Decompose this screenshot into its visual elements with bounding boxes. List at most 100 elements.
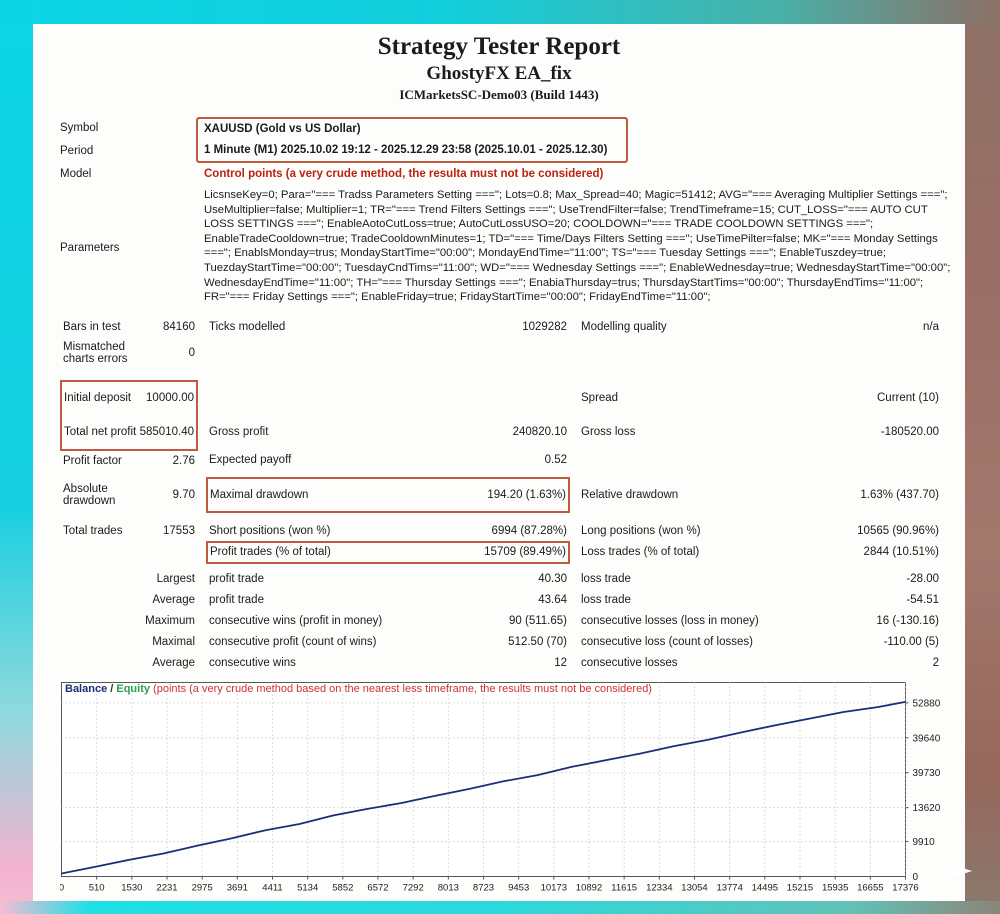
table-row: Initial deposit 10000.00 Spread Current … (60, 379, 941, 415)
bars-in-test-label: Bars in test (63, 321, 121, 334)
frame-bottom-gradient (0, 901, 1000, 914)
bars-in-test-value: 84160 (163, 321, 195, 334)
y-tick-label: 39730 (913, 768, 941, 779)
absolute-drawdown-label: Absolute drawdown (63, 482, 116, 507)
table-row: Total trades 17553 Short positions (won … (61, 521, 941, 542)
table-row: Total net profit 585010.40 Gross profit … (60, 414, 941, 451)
avg-consecutive-wins-value: 12 (554, 657, 567, 670)
period-label: Period (60, 145, 94, 157)
x-tick-label: 2975 (192, 882, 213, 893)
mismatched-errors-value: 0 (188, 346, 195, 359)
max-consecutive-profit-value: 512.50 (70) (508, 636, 567, 649)
gross-loss-label: Gross loss (581, 426, 636, 439)
largest-profit-trade-value: 40.30 (538, 573, 567, 586)
total-net-profit-value: 585010.40 (139, 425, 194, 438)
x-tick-label: 15935 (822, 882, 848, 893)
test-info-section: Symbol XAUUSD (Gold vs US Dollar) 1 Minu… (60, 117, 965, 305)
statistics-table: Bars in test 84160 Ticks modelled 102928… (60, 317, 941, 674)
gross-profit-value: 240820.10 (512, 426, 567, 439)
mismatched-errors-label: Mismatched charts errors (63, 340, 128, 365)
table-row: Absolute drawdown 9.70 Maximal drawdown … (61, 476, 941, 513)
table-row: Bars in test 84160 Ticks modelled 102928… (61, 317, 941, 338)
cursor-arrow (950, 864, 972, 878)
profit-factor-value: 2.76 (172, 454, 195, 467)
balance-chart: 0 9910 13620 39730 39640 52880 0 510 1530 2231 297… (59, 681, 941, 893)
server-build: ICMarketsSC-Demo03 (Build 1443) (399, 87, 599, 102)
gross-profit-label: Gross profit (209, 426, 269, 439)
total-net-profit-label: Total net profit (60, 414, 149, 451)
loss-trades-label: Loss trades (% of total) (581, 546, 700, 559)
x-tick-label: 1530 (121, 882, 142, 893)
x-tick-label: 15215 (787, 882, 813, 893)
x-tick-label: 14495 (752, 882, 778, 893)
ticks-modelled-label: Ticks modelled (209, 321, 286, 334)
max-consecutive-wins-value: 90 (511.65) (509, 615, 567, 628)
avg-consecutive-losses-label: consecutive losses (581, 657, 678, 670)
max-consecutive-wins-label: consecutive wins (profit in money) (209, 615, 383, 628)
x-tick-label: 8013 (438, 882, 459, 893)
table-row: Largest profit trade 40.30 loss trade -2… (61, 569, 941, 590)
x-tick-label: 16655 (857, 882, 883, 893)
period-value: 1 Minute (M1) 2025.10.02 19:12 - 2025.12… (204, 144, 608, 156)
loss-trades-value: 2844 (10.51%) (863, 546, 939, 559)
balance-line (61, 700, 906, 875)
relative-drawdown-label: Relative drawdown (581, 488, 679, 501)
initial-deposit-value: 10000.00 (146, 392, 194, 405)
symbol-label: Symbol (60, 122, 99, 134)
x-tick-label: 10892 (576, 882, 602, 893)
frame-right-gradient (965, 0, 1000, 914)
short-positions-label: Short positions (won %) (209, 524, 331, 537)
y-tick-label: 39640 (913, 733, 941, 744)
avg-consecutive-losses-value: 2 (932, 657, 939, 670)
model-label: Model (60, 168, 92, 180)
x-tick-label: 6572 (367, 882, 388, 893)
symbol-value: XAUUSD (Gold vs US Dollar) (204, 123, 361, 135)
y-tick-label: 13620 (913, 803, 941, 814)
modelling-quality-label: Modelling quality (581, 321, 667, 334)
max-consecutive-profit-label: consecutive profit (count of wins) (209, 636, 377, 649)
table-row: Profit factor 2.76 Expected payoff 0.52 (61, 450, 941, 471)
long-positions-label: Long positions (won %) (581, 525, 701, 538)
page-title: Strategy Tester Report (377, 33, 621, 60)
expected-payoff-value: 0.52 (544, 454, 567, 467)
max-consecutive-loss-value: -110.00 (5) (883, 636, 939, 649)
frame-top-gradient (0, 0, 1000, 24)
avg-consecutive-wins-label: consecutive wins (209, 657, 296, 670)
ea-name: GhostyFX EA_fix (426, 63, 572, 84)
y-tick-label: 9910 (913, 837, 936, 848)
table-row: Maximum consecutive wins (profit in mone… (61, 611, 941, 632)
x-tick-label: 17376 (892, 882, 918, 893)
profit-trades-label: Profit trades (% of total) (206, 540, 419, 564)
gross-loss-value: -180520.00 (880, 426, 939, 439)
largest-loss-trade-value: -28.00 (906, 573, 939, 586)
x-tick-label: 10173 (541, 882, 567, 893)
parameters-value: LicsnseKey=0; Para="=== Tradss Parameter… (204, 189, 951, 304)
x-tick-label: 12334 (646, 882, 672, 893)
average-consec-qualifier: Average (152, 657, 195, 670)
table-row: Maximal consecutive profit (count of win… (61, 632, 941, 653)
symbol-period-highlight-box: XAUUSD (Gold vs US Dollar) 1 Minute (M1)… (196, 117, 628, 163)
average-loss-trade-value: -54.51 (906, 594, 939, 607)
maximum-qualifier: Maximum (145, 615, 195, 628)
maximal-drawdown-value: 194.20 (1.63%) (419, 476, 570, 513)
x-tick-label: 9453 (508, 882, 529, 893)
table-row: Average consecutive wins 12 consecutive … (61, 653, 941, 674)
report-header: Strategy Tester Report GhostyFX EA_fix I… (33, 24, 965, 103)
report-page: Strategy Tester Report GhostyFX EA_fix I… (33, 24, 965, 901)
spread-value: Current (10) (877, 391, 939, 404)
x-tick-label: 13054 (681, 882, 707, 893)
x-tick-label: 13774 (716, 882, 742, 893)
profit-trades-value: 15709 (89.49%) (419, 540, 570, 564)
table-row: Profit trades (% of total) 15709 (89.49%… (61, 540, 941, 564)
x-tick-label: 4411 (262, 882, 282, 893)
total-trades-value: 17553 (163, 525, 195, 538)
y-tick-label: 52880 (913, 698, 941, 709)
ticks-modelled-value: 1029282 (522, 321, 567, 334)
x-tick-label: 7292 (403, 882, 424, 893)
modelling-quality-value: n/a (923, 321, 939, 334)
y-tick-label: 0 (913, 872, 919, 883)
maximal-qualifier: Maximal (152, 636, 195, 649)
x-tick-label: 3691 (227, 882, 248, 893)
max-consecutive-loss-label: consecutive loss (count of losses) (581, 636, 753, 649)
balance-chart-container: Balance / Equity (points (a very crude m… (59, 680, 952, 894)
